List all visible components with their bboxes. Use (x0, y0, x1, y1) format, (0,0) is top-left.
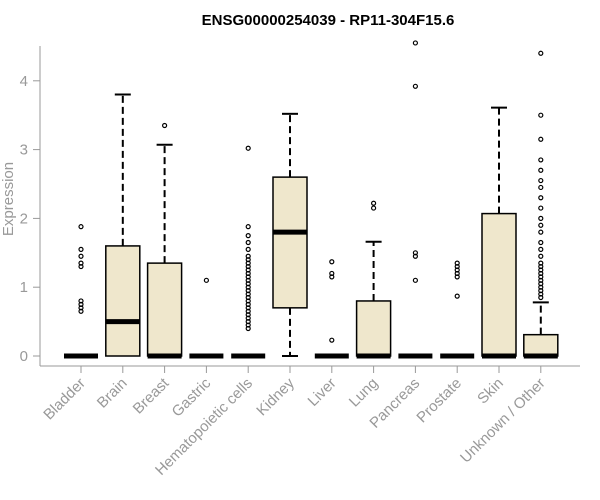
outlier-point (412, 40, 418, 46)
box-body (481, 212, 517, 357)
box-body (523, 333, 559, 357)
outlier-point (538, 157, 544, 163)
box-body (355, 300, 392, 357)
outlier-point (538, 167, 544, 173)
box-liver (314, 259, 349, 359)
y-axis-label: Expression (0, 162, 17, 236)
box-body (105, 245, 141, 357)
x-tick-label: Lung (346, 375, 382, 411)
outlier-point (412, 83, 418, 89)
outlier-point (454, 260, 460, 266)
x-tick-label: Bladder (40, 375, 89, 424)
outlier-point (412, 250, 418, 256)
outlier-point (329, 337, 335, 343)
outlier-point (538, 246, 544, 252)
x-tick-label: Prostate (413, 375, 465, 427)
y-tick-label: 3 (20, 142, 28, 159)
outlier-point (371, 200, 377, 206)
outlier-point (245, 246, 251, 252)
y-tick-label: 1 (20, 279, 28, 296)
x-tick-label: Skin (474, 375, 507, 408)
outlier-point (245, 233, 251, 239)
outlier-point (245, 239, 251, 246)
box-body (272, 176, 308, 309)
box-body (146, 262, 183, 357)
outlier-point (162, 122, 168, 129)
outlier-point (78, 260, 84, 266)
outlier-point (538, 184, 544, 191)
outlier-point (538, 222, 544, 228)
outlier-point (329, 270, 335, 277)
box-hematopoietic-cells (231, 145, 266, 359)
outlier-point (538, 253, 544, 259)
outlier-point (538, 239, 544, 246)
outlier-point (245, 145, 251, 151)
outlier-point (454, 293, 460, 299)
box-skin (481, 106, 517, 359)
x-tick-label: Breast (130, 374, 173, 417)
outlier-point (245, 224, 251, 230)
outlier-point (78, 246, 84, 252)
outlier-point (78, 298, 84, 304)
outlier-point (371, 205, 377, 211)
x-tick-label: Liver (305, 375, 340, 410)
outlier-point (538, 229, 544, 235)
y-tick-label: 4 (20, 73, 28, 90)
outlier-point (538, 215, 544, 221)
box-lung (355, 200, 392, 359)
box-unknown-other (523, 50, 559, 359)
outlier-point (538, 205, 544, 211)
outlier-point (538, 260, 544, 266)
outlier-point (245, 253, 251, 259)
x-tick-label: Kidney (253, 374, 298, 419)
chart-title: ENSG00000254039 - RP11-304F15.6 (202, 12, 455, 29)
outlier-point (538, 177, 544, 184)
y-tick-label: 0 (20, 348, 28, 365)
box-pancreas (398, 40, 433, 359)
box-bladder (64, 224, 98, 359)
box-gastric (189, 277, 224, 359)
plot-area (64, 40, 559, 359)
outlier-point (412, 277, 418, 283)
box-prostate (440, 260, 475, 359)
outlier-point (78, 224, 84, 230)
y-tick-label: 2 (20, 210, 28, 227)
box-kidney (272, 112, 308, 357)
outlier-point (329, 259, 335, 265)
box-brain (105, 93, 141, 357)
x-tick-label: Brain (94, 375, 131, 412)
outlier-point (538, 112, 544, 118)
box-breast (146, 122, 183, 359)
outlier-point (538, 195, 544, 201)
outlier-point (538, 50, 544, 56)
outlier-point (538, 136, 544, 142)
outlier-point (203, 277, 209, 283)
outlier-point (78, 253, 84, 259)
